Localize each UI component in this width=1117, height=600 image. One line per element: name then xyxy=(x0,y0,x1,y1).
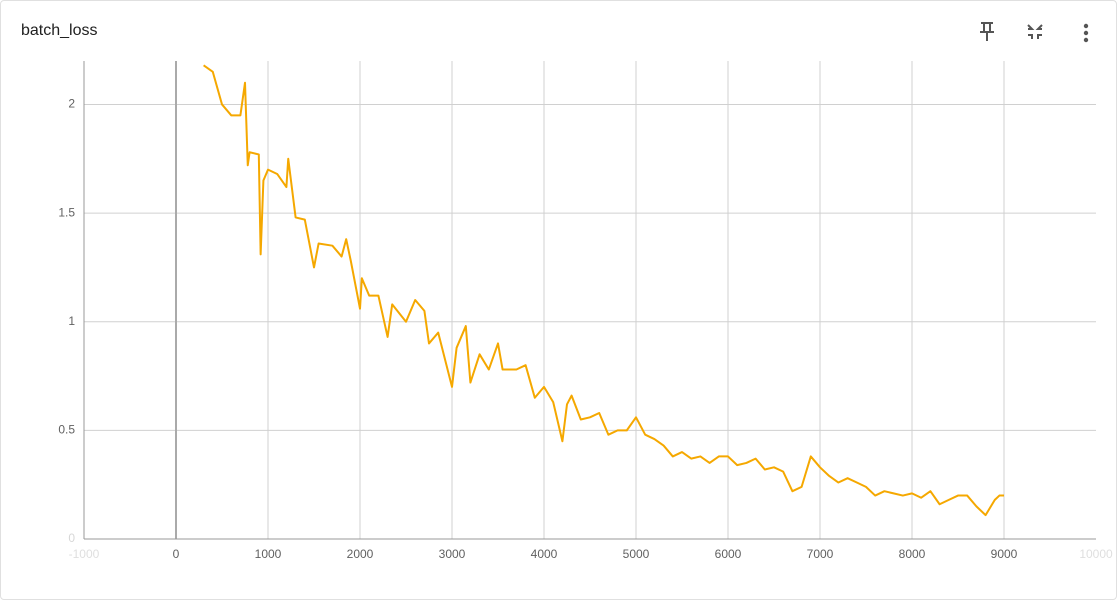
chart-title: batch_loss xyxy=(21,22,98,39)
y-tick-label: 1.5 xyxy=(58,205,75,219)
fit-button[interactable] xyxy=(1027,24,1043,39)
y-tick-label: 0.5 xyxy=(58,423,75,437)
x-tick-label: 0 xyxy=(173,547,180,561)
toolbar xyxy=(980,22,1089,43)
more-button[interactable] xyxy=(1083,23,1089,43)
x-tick-label: 4000 xyxy=(531,547,558,561)
x-tick-label: 10000 xyxy=(1079,547,1113,561)
y-tick-label: 2 xyxy=(68,97,75,111)
x-tick-label: 5000 xyxy=(623,547,650,561)
x-tick-label: 9000 xyxy=(991,547,1018,561)
y-tick-label: 1 xyxy=(68,314,75,328)
y-tick-label: 0 xyxy=(68,531,75,545)
x-tick-label: 6000 xyxy=(715,547,742,561)
x-tick-label: 7000 xyxy=(807,547,834,561)
pin-button[interactable] xyxy=(980,22,994,41)
x-tick-label: 8000 xyxy=(899,547,926,561)
x-tick-label: 3000 xyxy=(439,547,466,561)
x-tick-label: 2000 xyxy=(347,547,374,561)
x-tick-label: 1000 xyxy=(255,547,282,561)
loss-line xyxy=(203,64,1004,517)
x-tick-label: -1000 xyxy=(69,547,100,561)
